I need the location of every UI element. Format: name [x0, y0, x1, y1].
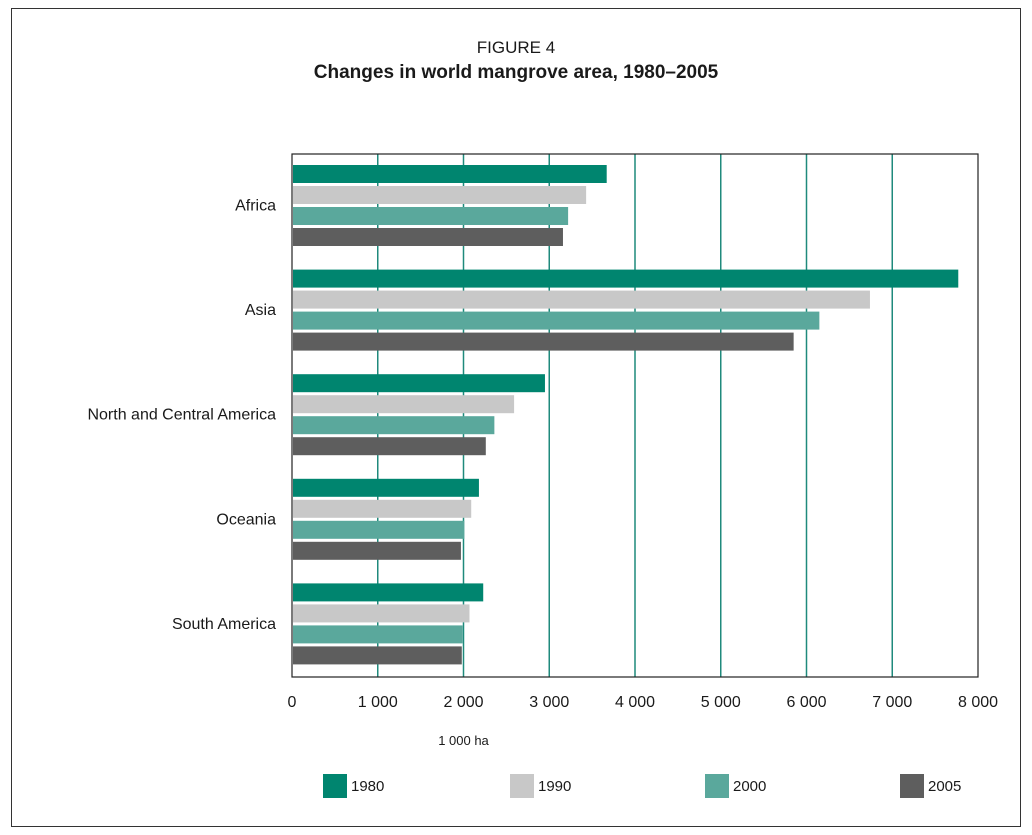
bar-2005 — [293, 541, 461, 560]
x-tick-label: 5 000 — [701, 694, 741, 711]
figure-frame — [11, 8, 1021, 827]
plot-area-border — [291, 153, 979, 678]
legend-swatch — [900, 774, 924, 798]
category-label: Asia — [245, 302, 276, 319]
bar-1980 — [293, 165, 607, 183]
bar-1990 — [293, 290, 870, 309]
legend-item-2005: 2005 — [900, 774, 961, 798]
legend-swatch — [705, 774, 729, 798]
legend-label: 1990 — [538, 777, 572, 795]
category-label: Oceania — [216, 511, 276, 528]
bar-2005 — [293, 646, 462, 665]
x-tick-label: 7 000 — [872, 694, 912, 711]
x-tick-label: 3 000 — [529, 694, 569, 711]
bar-2000 — [293, 625, 463, 644]
bar-1990 — [293, 499, 472, 518]
bar-1980 — [293, 269, 959, 288]
bar-1990 — [293, 395, 515, 414]
bar-2000 — [293, 207, 569, 225]
bar-2000 — [293, 520, 465, 539]
figure-number: FIGURE 4 — [476, 38, 556, 57]
category-label: North and Central America — [87, 407, 276, 424]
x-axis-label: 1 000 ha — [438, 733, 489, 748]
legend-label: 2005 — [928, 777, 962, 795]
legend-item-2000: 2000 — [705, 774, 766, 798]
bar-1980 — [293, 478, 479, 497]
category-label: Africa — [235, 198, 276, 215]
bar-1990 — [293, 604, 470, 623]
legend-item-1980: 1980 — [323, 774, 384, 798]
x-tick-label: 8 000 — [958, 694, 998, 711]
bar-1980 — [293, 374, 545, 393]
category-label: South America — [172, 616, 276, 633]
bar-2000 — [293, 311, 820, 330]
bar-2005 — [293, 437, 486, 456]
x-tick-label: 0 — [288, 694, 297, 711]
bar-1990 — [293, 186, 587, 204]
bar-2005 — [293, 332, 794, 351]
legend-swatch — [510, 774, 534, 798]
x-tick-label: 6 000 — [786, 694, 826, 711]
figure-title: Changes in world mangrove area, 1980–200… — [313, 62, 719, 83]
x-tick-label: 1 000 — [358, 694, 398, 711]
bar-1980 — [293, 583, 484, 602]
legend-label: 2000 — [733, 777, 767, 795]
x-tick-label: 4 000 — [615, 694, 655, 711]
legend-label: 1980 — [351, 777, 385, 795]
bar-2000 — [293, 416, 495, 435]
legend-swatch — [323, 774, 347, 798]
legend-item-1990: 1990 — [510, 774, 571, 798]
bar-2005 — [293, 228, 563, 246]
x-tick-label: 2 000 — [443, 694, 483, 711]
